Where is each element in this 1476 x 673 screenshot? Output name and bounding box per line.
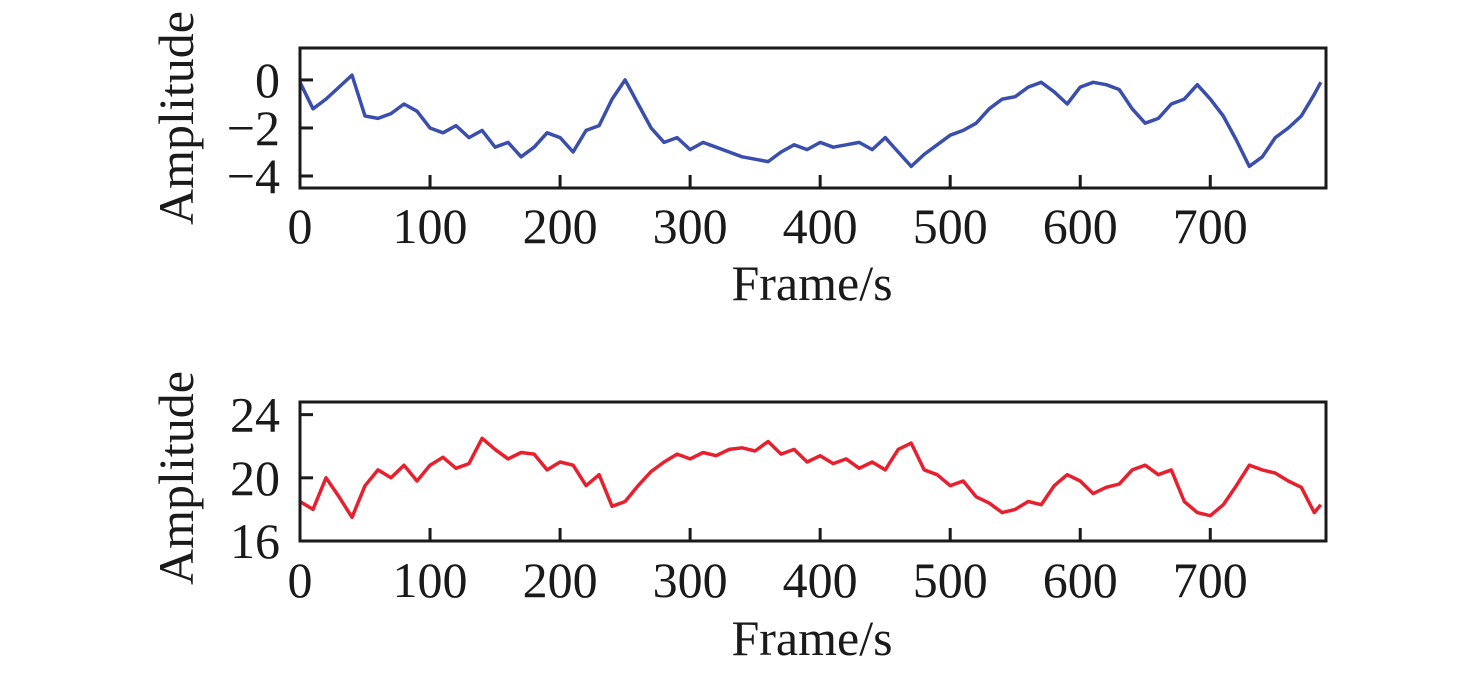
- axes-frame: [298, 400, 1328, 543]
- x-tick-label: 200: [523, 198, 598, 254]
- x-tick-label: 300: [653, 198, 728, 254]
- x-tick-label: 400: [783, 198, 858, 254]
- y-axis-label: Amplitude: [148, 371, 204, 585]
- x-tick-label: 700: [1173, 552, 1248, 608]
- y-tick-label: −2: [227, 100, 280, 156]
- y-tick-label: 20: [230, 450, 280, 506]
- bottom-series-line: [299, 436, 1323, 520]
- x-tick-label: 0: [288, 198, 313, 254]
- x-axis-label: Frame/s: [731, 255, 892, 311]
- x-tick-label: 0: [288, 552, 313, 608]
- x-tick-label: 700: [1173, 198, 1248, 254]
- axes-frame: [298, 46, 1328, 190]
- bottom-amplitude-chart: Amplitude Frame/s 0 100 200 300 400 500 600 700…: [148, 371, 1328, 666]
- y-tick-label: −4: [227, 148, 280, 204]
- x-tick-label: 500: [913, 552, 988, 608]
- y-tick-label: 16: [230, 513, 280, 569]
- y-axis-label: Amplitude: [148, 11, 204, 225]
- x-tick-label: 500: [913, 198, 988, 254]
- x-tick-label: 100: [393, 198, 468, 254]
- x-tick-label: 200: [523, 552, 598, 608]
- x-tick-label: 300: [653, 552, 728, 608]
- x-tick-label: 600: [1043, 198, 1118, 254]
- top-amplitude-chart: Amplitude Frame/s 0 100 200 300 400 500 600 700…: [148, 11, 1328, 311]
- x-axis-label: Frame/s: [731, 610, 892, 666]
- top-series-line: [298, 73, 1323, 169]
- x-tick-label: 100: [393, 552, 468, 608]
- y-tick-label: 0: [255, 52, 280, 108]
- x-tick-label: 600: [1043, 552, 1118, 608]
- x-tick-label: 400: [783, 552, 858, 608]
- y-tick-label: 24: [230, 387, 280, 443]
